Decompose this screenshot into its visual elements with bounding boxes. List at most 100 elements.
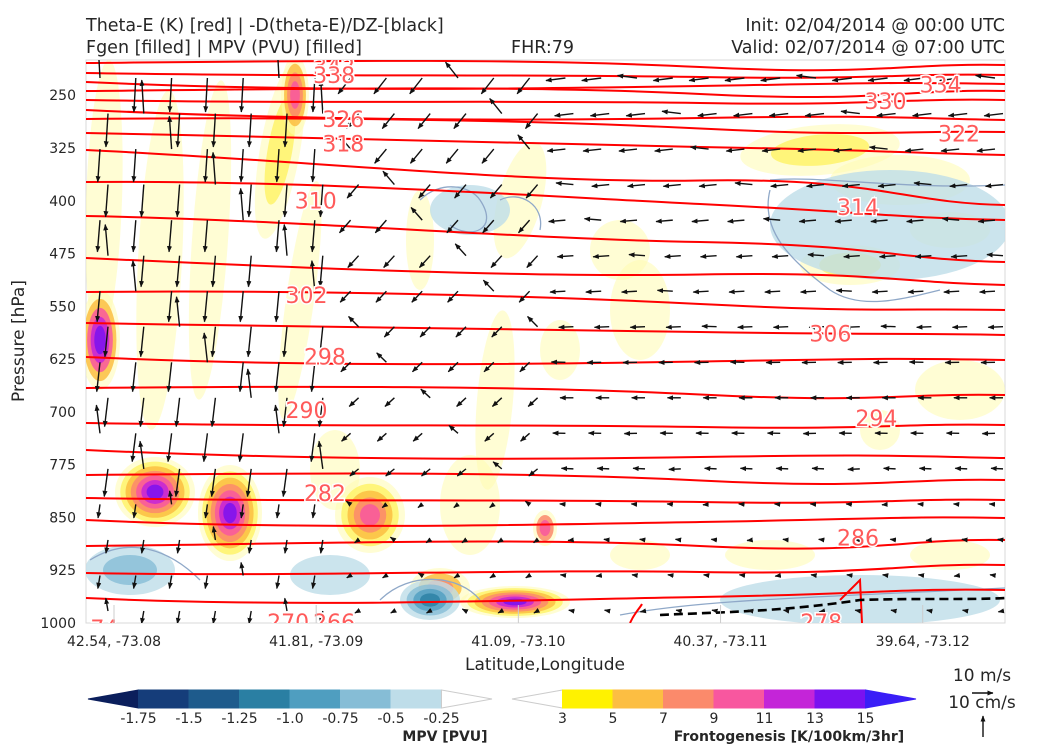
wind-vector: [461, 537, 469, 544]
wind-vector: [871, 289, 888, 295]
wind-vector: [166, 433, 173, 463]
wind-vector: [480, 77, 495, 95]
mpv-colorbar-label: MPV [PVU]: [402, 729, 487, 745]
wind-vector: [274, 291, 280, 323]
wind-vector: [130, 362, 137, 393]
wind-vector: [447, 290, 459, 303]
wind-vector: [979, 289, 996, 295]
wind-vector: [385, 468, 395, 477]
wind-vector: [412, 432, 423, 442]
wind-vector: [497, 608, 505, 614]
wind-vector: [340, 361, 352, 373]
wind-vector: [445, 61, 459, 79]
wind-vector: [951, 324, 968, 330]
mpv-contour-line: [89, 546, 201, 581]
wind-vector: [339, 219, 352, 234]
wind-vector: [834, 218, 852, 224]
fgen-fill: [188, 80, 232, 400]
wind-vector: [104, 539, 110, 554]
wind-vector: [275, 575, 281, 590]
fgen-fill: [860, 410, 900, 450]
wind-vector: [939, 77, 960, 83]
wind-vectors: [94, 60, 1005, 623]
wind-vector: [203, 504, 209, 519]
y-tick-label: 850: [49, 510, 76, 526]
theta-e-line: [86, 356, 1005, 366]
wind-vector: [102, 326, 109, 358]
wind-vector: [166, 362, 173, 393]
wind-vector: [211, 113, 217, 148]
wind-vector: [282, 223, 288, 256]
wind-vector: [489, 572, 497, 579]
wind-vector: [667, 573, 674, 579]
wind-vector: [735, 253, 753, 259]
colorbar-segment: [239, 689, 291, 709]
theta-e-line: [86, 385, 1005, 400]
wind-vector: [747, 608, 754, 614]
wind-vector: [943, 289, 960, 295]
wind-vector: [175, 539, 181, 554]
colorbar-tick-label: -0.25: [423, 711, 459, 727]
wind-vector: [688, 77, 709, 83]
wind-vector: [768, 112, 789, 118]
wind-vector: [318, 79, 324, 114]
wind-vector: [318, 184, 324, 218]
wind-vector: [310, 220, 316, 253]
fgen-fill: [910, 540, 990, 570]
colorbar-tick-label: -0.75: [322, 711, 358, 727]
mpv-colorbar: -1.75 -1.5 -1.25 -1.0 -0.75 -0.5 -0.25: [87, 689, 493, 727]
wind-vector: [95, 291, 101, 323]
wind-vector: [549, 289, 566, 295]
title-left-line1: Theta-E (K) [red] | -D(theta-E)/DZ-[blac…: [85, 16, 444, 36]
theta-e-line: [86, 149, 1005, 206]
title-fhr: FHR:79: [511, 38, 574, 58]
wind-vector: [102, 468, 109, 498]
wind-vector: [456, 397, 467, 407]
wind-vector: [167, 115, 173, 150]
wind-vector: [103, 113, 109, 148]
theta-e-label: 330: [865, 90, 907, 115]
wind-vector: [410, 207, 423, 221]
wind-vector: [639, 537, 646, 543]
wind-vector: [454, 184, 467, 199]
theta-e-line: [86, 98, 1005, 105]
wind-vector: [104, 597, 110, 612]
wind-vector: [317, 397, 324, 428]
wind-vector: [661, 109, 681, 115]
wind-vector: [281, 326, 288, 358]
wind-vector: [689, 145, 709, 151]
wind-vector: [130, 433, 137, 463]
wind-vector: [490, 255, 503, 268]
wind-vector: [841, 183, 860, 189]
wind-vector: [818, 537, 825, 543]
wind-vector: [805, 183, 825, 189]
wind-vector: [175, 113, 181, 148]
theta-e-label: 318: [322, 132, 364, 157]
wind-vector: [772, 324, 789, 330]
wind-vector: [581, 77, 602, 83]
wind-vector: [567, 537, 575, 543]
y-axis-ticks: 250 325 400 475 550 625 700 775 850 925 1000: [40, 88, 76, 632]
wind-vector: [701, 323, 717, 329]
wind-vector: [237, 433, 244, 463]
wind-vector: [246, 326, 252, 358]
wind-vector: [770, 183, 789, 189]
stability-contour: [659, 596, 1005, 617]
wind-vector: [878, 253, 896, 259]
fgen-fill: [540, 320, 580, 380]
theta-e-line: [86, 72, 1005, 79]
wind-vector: [139, 184, 145, 218]
wind-vector: [211, 610, 217, 623]
mpv-fill: [420, 593, 440, 607]
wind-vector: [629, 324, 646, 330]
wind-vector: [203, 149, 209, 183]
wind-vector: [419, 326, 431, 338]
wind-vector: [202, 433, 209, 463]
wind-vector: [737, 324, 753, 330]
theta-e-line: [86, 109, 1005, 121]
wind-vector: [917, 573, 925, 579]
wind-vector: [554, 112, 574, 118]
wind-vector: [527, 397, 539, 407]
y-tick-label: 475: [49, 247, 76, 263]
x-tick-label: 40.37, -73.11: [673, 634, 767, 650]
